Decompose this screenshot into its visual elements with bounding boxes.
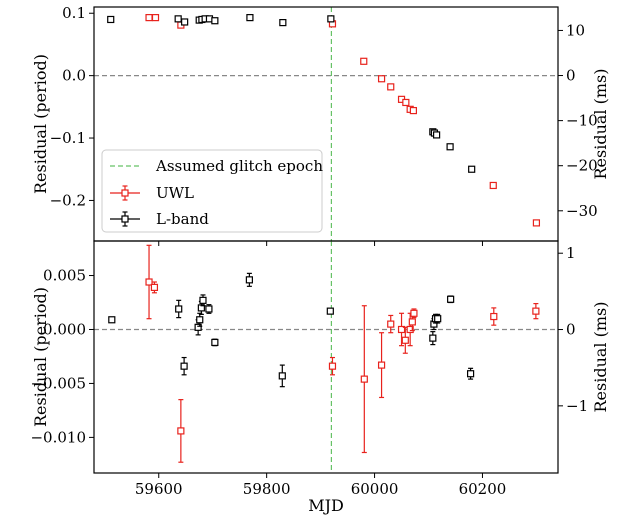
data-point — [489, 181, 497, 190]
data-point — [326, 307, 334, 315]
data-point — [408, 318, 416, 326]
data-point — [446, 143, 454, 151]
x-tick-label: 59800 — [243, 480, 291, 498]
data-point — [377, 75, 386, 83]
data-point — [387, 83, 395, 91]
data-point — [434, 315, 442, 323]
data-point — [327, 15, 335, 23]
data-point — [433, 131, 441, 139]
right-y-tick-label: −1 — [566, 397, 588, 415]
series-uwl — [145, 14, 541, 227]
data-point — [108, 316, 116, 324]
y-axis-title: Residual (period) — [31, 287, 50, 427]
data-point — [402, 98, 410, 107]
right-y-axis-title: Residual (ms) — [591, 302, 610, 413]
right-y-tick-label: 1 — [566, 244, 576, 262]
y-tick-label: −0.2 — [50, 191, 86, 209]
data-point — [532, 219, 541, 227]
series-l-band — [107, 14, 476, 173]
y-axis-title: Residual (period) — [31, 54, 50, 194]
data-point — [177, 427, 185, 435]
y-tick-label: 0.0 — [62, 67, 86, 85]
legend-label: Assumed glitch epoch — [155, 157, 323, 175]
x-tick-label: 59600 — [135, 480, 183, 498]
data-point — [194, 323, 202, 331]
data-point — [150, 283, 159, 291]
bottom-panel: 0.005 0.000 −0.005 −0.010 1 0 −1 59600 59800 6000… — [30, 240, 610, 515]
legend-label: L-band — [156, 210, 209, 228]
data-point — [199, 296, 207, 304]
top-panel: 0.1 0.0 −0.1 −0.2 10 0 −10 −20 −30 Residual (peri… — [31, 4, 610, 246]
series-l-band — [108, 272, 475, 388]
data-point — [181, 18, 189, 26]
x-tick-label: 60200 — [459, 480, 507, 498]
data-point — [447, 295, 455, 303]
data-point — [211, 17, 219, 25]
plot-frame — [93, 240, 559, 474]
data-point — [151, 14, 160, 22]
y-tick-label: −0.1 — [50, 129, 86, 147]
legend: Assumed glitch epoch UWL L-band — [101, 149, 323, 233]
data-point — [175, 305, 183, 313]
right-y-tick-label: −30 — [566, 202, 598, 220]
series-uwl — [145, 244, 540, 463]
y-tick-label: −0.010 — [30, 428, 86, 446]
data-point — [145, 14, 153, 22]
data-point — [397, 325, 406, 334]
x-axis-title: MJD — [308, 496, 344, 515]
data-point — [328, 362, 337, 370]
data-point — [429, 334, 437, 342]
y-tick-label: −0.005 — [30, 374, 86, 392]
data-point — [410, 309, 418, 317]
data-point — [490, 312, 498, 321]
right-y-tick-label: −10 — [566, 112, 598, 130]
x-tick-label: 60000 — [351, 480, 399, 498]
y-tick-label: 0.005 — [43, 267, 86, 285]
y-tick-label: 0.000 — [43, 320, 86, 338]
data-point — [278, 372, 286, 380]
data-point — [532, 307, 540, 315]
data-point — [180, 362, 188, 370]
data-point — [468, 165, 476, 173]
legend-marker — [121, 189, 129, 197]
right-y-tick-label: 0 — [566, 67, 576, 85]
data-point — [246, 14, 254, 22]
right-y-tick-label: −20 — [566, 157, 598, 175]
data-point — [211, 338, 219, 347]
data-point — [401, 336, 409, 344]
legend-marker — [121, 215, 129, 223]
data-point — [360, 375, 368, 383]
legend-label: UWL — [156, 184, 194, 202]
data-point — [387, 320, 395, 328]
data-point — [360, 57, 368, 65]
data-point — [245, 276, 253, 284]
data-point — [196, 316, 204, 324]
data-point — [107, 15, 115, 24]
right-y-tick-label: 10 — [566, 21, 585, 39]
data-point — [409, 106, 418, 115]
data-point — [377, 361, 386, 369]
data-point — [466, 370, 475, 378]
data-point — [174, 15, 182, 23]
data-point — [279, 19, 287, 27]
y-tick-label: 0.1 — [62, 4, 86, 22]
right-y-tick-label: 0 — [566, 321, 576, 339]
data-point — [197, 304, 205, 312]
legend-box — [101, 149, 323, 233]
data-point — [205, 305, 213, 313]
right-y-axis-title: Residual (ms) — [591, 69, 610, 180]
data-point — [406, 325, 414, 334]
